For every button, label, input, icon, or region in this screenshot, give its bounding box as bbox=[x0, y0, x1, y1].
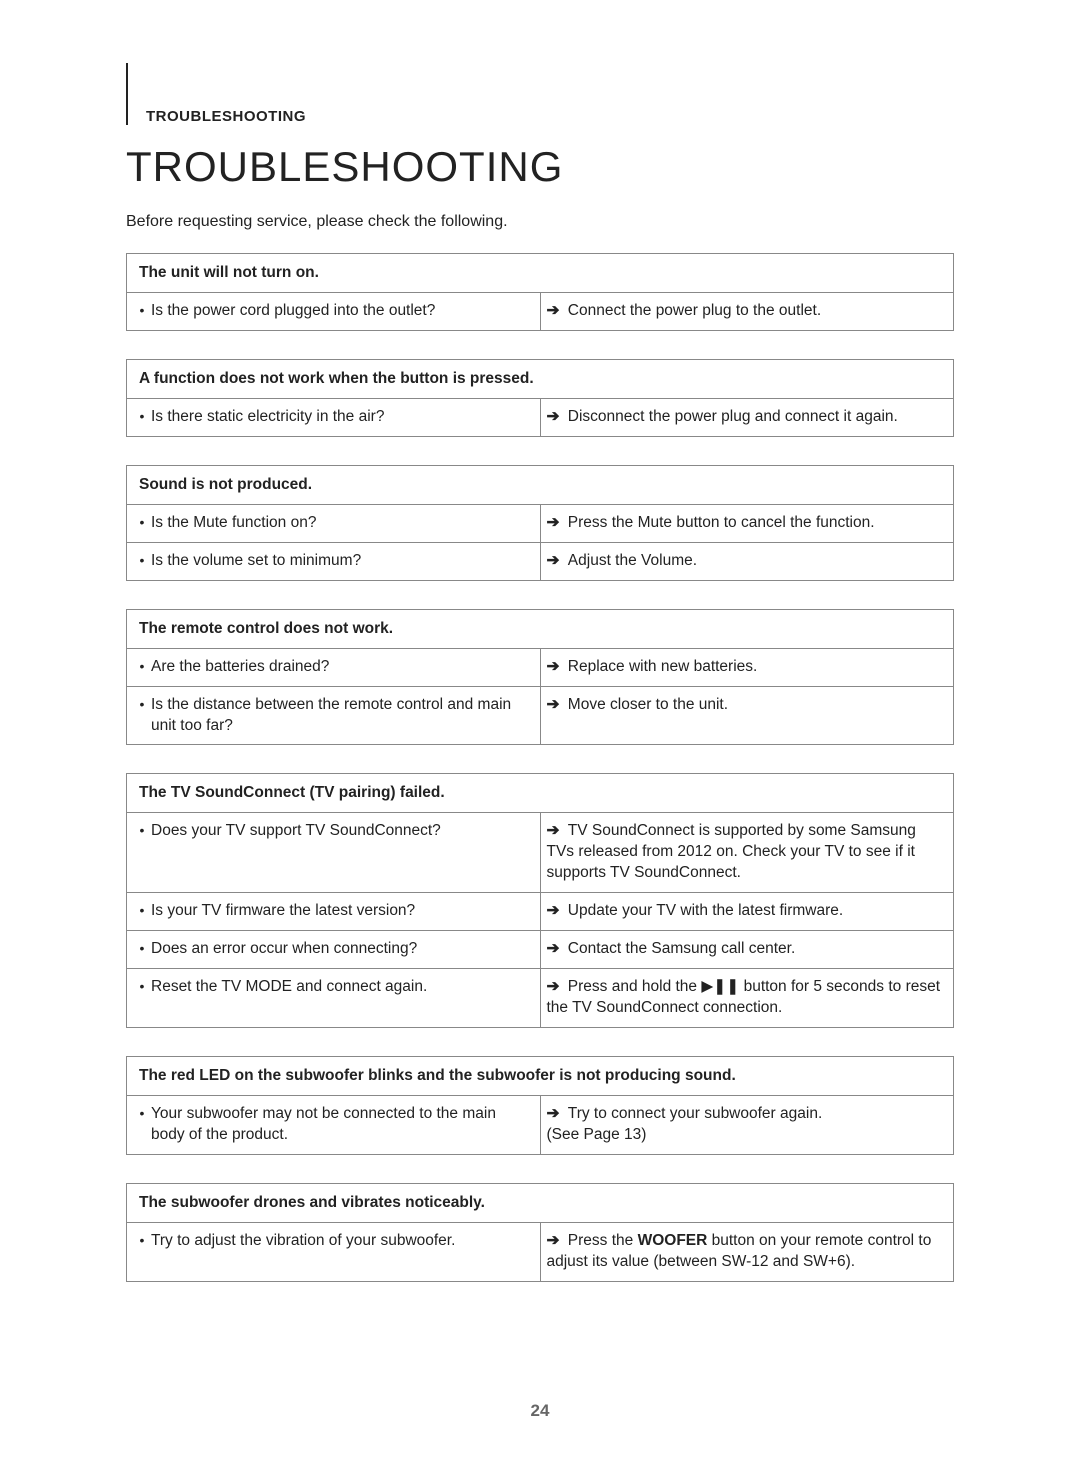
question-text: Is your TV firmware the latest version? bbox=[151, 901, 530, 922]
answer-cell: ➔ Press and hold the ▶❚❚ button for 5 se… bbox=[540, 969, 954, 1028]
bullet-icon: • bbox=[133, 695, 151, 715]
bullet-icon: • bbox=[133, 1104, 151, 1124]
answer-cell: ➔ TV SoundConnect is supported by some S… bbox=[540, 813, 954, 893]
bullet-icon: • bbox=[133, 821, 151, 841]
bullet-icon: • bbox=[133, 551, 151, 571]
question-cell: •Does your TV support TV SoundConnect? bbox=[127, 813, 541, 893]
bullet-icon: • bbox=[133, 1231, 151, 1251]
bullet-icon: • bbox=[133, 301, 151, 321]
question-text: Try to adjust the vibration of your subw… bbox=[151, 1231, 530, 1252]
arrow-icon: ➔ bbox=[547, 514, 564, 531]
question-cell: •Does an error occur when connecting? bbox=[127, 931, 541, 969]
table-header: The remote control does not work. bbox=[127, 609, 954, 648]
answer-text: ➔ TV SoundConnect is supported by some S… bbox=[547, 822, 916, 881]
question-text: Does your TV support TV SoundConnect? bbox=[151, 821, 530, 842]
question-cell: • Try to adjust the vibration of your su… bbox=[127, 1222, 541, 1281]
arrow-icon: ➔ bbox=[547, 902, 564, 919]
answer-text: ➔ Contact the Samsung call center. bbox=[547, 940, 796, 957]
arrow-icon: ➔ bbox=[547, 408, 564, 425]
answer-cell: ➔ Connect the power plug to the outlet. bbox=[540, 293, 954, 331]
bullet-icon: • bbox=[133, 513, 151, 533]
troubleshoot-table: The remote control does not work.•Are th… bbox=[126, 609, 954, 746]
answer-text: ➔ Press the Mute button to cancel the fu… bbox=[547, 514, 875, 531]
answer-cell: ➔ Disconnect the power plug and connect … bbox=[540, 398, 954, 436]
answer-text: ➔ Connect the power plug to the outlet. bbox=[547, 302, 822, 319]
question-cell: •Reset the TV MODE and connect again. bbox=[127, 969, 541, 1028]
troubleshooting-tables: The unit will not turn on.•Is the power … bbox=[126, 253, 954, 1282]
question-text: Reset the TV MODE and connect again. bbox=[151, 977, 530, 998]
arrow-icon: ➔ bbox=[547, 940, 564, 957]
question-text: Your subwoofer may not be connected to t… bbox=[151, 1104, 530, 1146]
answer-text: ➔ Disconnect the power plug and connect … bbox=[547, 408, 898, 425]
question-cell: •Is the power cord plugged into the outl… bbox=[127, 293, 541, 331]
arrow-icon: ➔ bbox=[547, 822, 564, 839]
arrow-icon: ➔ bbox=[547, 302, 564, 319]
bullet-icon: • bbox=[133, 901, 151, 921]
troubleshoot-table: The unit will not turn on.•Is the power … bbox=[126, 253, 954, 331]
troubleshoot-table: The TV SoundConnect (TV pairing) failed.… bbox=[126, 773, 954, 1027]
question-cell: •Is the Mute function on? bbox=[127, 504, 541, 542]
play-pause-icon: ▶❚❚ bbox=[701, 978, 739, 995]
bold-text: WOOFER bbox=[638, 1232, 708, 1249]
table-header: The TV SoundConnect (TV pairing) failed. bbox=[127, 774, 954, 813]
question-text: Is the distance between the remote contr… bbox=[151, 695, 530, 737]
arrow-icon: ➔ bbox=[547, 658, 564, 675]
question-text: Are the batteries drained? bbox=[151, 657, 530, 678]
bullet-icon: • bbox=[133, 977, 151, 997]
answer-text: ➔ Replace with new batteries. bbox=[547, 658, 758, 675]
question-text: Is the power cord plugged into the outle… bbox=[151, 301, 530, 322]
bullet-icon: • bbox=[133, 657, 151, 677]
answer-cell: ➔ Adjust the Volume. bbox=[540, 542, 954, 580]
question-text: Is the Mute function on? bbox=[151, 513, 530, 534]
section-header: TROUBLESHOOTING bbox=[126, 108, 954, 125]
intro-text: Before requesting service, please check … bbox=[126, 213, 954, 231]
arrow-icon: ➔ bbox=[547, 978, 564, 995]
troubleshoot-table: A function does not work when the button… bbox=[126, 359, 954, 437]
arrow-icon: ➔ bbox=[547, 1232, 564, 1249]
troubleshoot-table: The subwoofer drones and vibrates notice… bbox=[126, 1183, 954, 1282]
vertical-rule bbox=[126, 63, 128, 125]
answer-cell: ➔ Press the Mute button to cancel the fu… bbox=[540, 504, 954, 542]
bullet-icon: • bbox=[133, 407, 151, 427]
question-cell: •Is the distance between the remote cont… bbox=[127, 686, 541, 745]
answer-text: ➔ Adjust the Volume. bbox=[547, 552, 698, 569]
table-header: The unit will not turn on. bbox=[127, 254, 954, 293]
arrow-icon: ➔ bbox=[547, 552, 564, 569]
answer-text: ➔ Press and hold the ▶❚❚ button for 5 se… bbox=[547, 978, 941, 1016]
page-title: TROUBLESHOOTING bbox=[126, 143, 954, 191]
troubleshoot-table: The red LED on the subwoofer blinks and … bbox=[126, 1056, 954, 1155]
answer-text: ➔ Update your TV with the latest firmwar… bbox=[547, 902, 844, 919]
question-cell: •Your subwoofer may not be connected to … bbox=[127, 1095, 541, 1154]
question-text: Does an error occur when connecting? bbox=[151, 939, 530, 960]
answer-text: ➔ Press the WOOFER button on your remote… bbox=[547, 1232, 932, 1270]
arrow-icon: ➔ bbox=[547, 696, 564, 713]
answer-text: ➔ Try to connect your subwoofer again.(S… bbox=[547, 1105, 823, 1143]
table-header: A function does not work when the button… bbox=[127, 359, 954, 398]
question-text: Is the volume set to minimum? bbox=[151, 551, 530, 572]
answer-text: ➔ Move closer to the unit. bbox=[547, 696, 729, 713]
bullet-icon: • bbox=[133, 939, 151, 959]
question-cell: •Is your TV firmware the latest version? bbox=[127, 893, 541, 931]
section-label: TROUBLESHOOTING bbox=[146, 108, 306, 125]
answer-cell: ➔ Move closer to the unit. bbox=[540, 686, 954, 745]
arrow-icon: ➔ bbox=[547, 1105, 564, 1122]
answer-cell: ➔ Press the WOOFER button on your remote… bbox=[540, 1222, 954, 1281]
table-header: The red LED on the subwoofer blinks and … bbox=[127, 1056, 954, 1095]
answer-cell: ➔ Update your TV with the latest firmwar… bbox=[540, 893, 954, 931]
question-text: Is there static electricity in the air? bbox=[151, 407, 530, 428]
answer-cell: ➔ Replace with new batteries. bbox=[540, 648, 954, 686]
answer-cell: ➔ Try to connect your subwoofer again.(S… bbox=[540, 1095, 954, 1154]
page-number: 24 bbox=[0, 1401, 1080, 1421]
troubleshoot-table: Sound is not produced.•Is the Mute funct… bbox=[126, 465, 954, 581]
question-cell: •Is the volume set to minimum? bbox=[127, 542, 541, 580]
question-cell: •Are the batteries drained? bbox=[127, 648, 541, 686]
table-header: The subwoofer drones and vibrates notice… bbox=[127, 1183, 954, 1222]
question-cell: •Is there static electricity in the air? bbox=[127, 398, 541, 436]
table-header: Sound is not produced. bbox=[127, 465, 954, 504]
answer-cell: ➔ Contact the Samsung call center. bbox=[540, 931, 954, 969]
